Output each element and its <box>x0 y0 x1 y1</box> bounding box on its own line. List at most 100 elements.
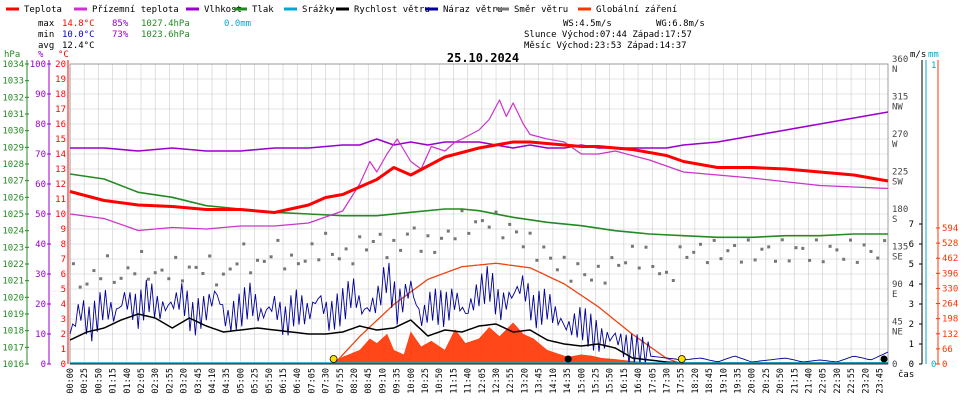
temperature-axis-label: 12 <box>55 180 66 190</box>
wind-direction-compass: W <box>892 140 898 150</box>
temperature-axis-label: 4 <box>61 300 66 310</box>
pressure-axis-label: 1021 <box>2 277 24 287</box>
radiation-label: 462 <box>942 254 958 264</box>
wind-direction-point <box>821 260 825 264</box>
wind-direction-label: 135 <box>892 243 908 253</box>
wind-direction-point <box>235 262 239 266</box>
wind-direction-point <box>126 266 130 270</box>
stats-max-pressure: 1027.4hPa <box>141 19 190 29</box>
pressure-axis-label: 1024 <box>2 227 24 237</box>
wind-direction-point <box>515 230 518 234</box>
wind-direction-point <box>310 242 314 246</box>
x-axis: 00:00 00:25 00:50 01:15 01:40 02:05 02:30 02:55… <box>66 363 914 394</box>
x-tick-label: 18:20 <box>691 368 701 394</box>
pressure-axis-label: 1026 <box>2 193 24 203</box>
humidity-unit: % <box>38 50 44 60</box>
wind-direction-point <box>99 277 103 281</box>
x-tick-label: 23:20 <box>861 368 871 394</box>
wind-direction-point <box>194 265 198 269</box>
wind-direction-point <box>685 255 689 259</box>
wind-direction-point <box>712 238 716 242</box>
wind-direction-point <box>746 238 750 242</box>
wind-direction-point <box>658 272 662 276</box>
wind-direction-point <box>167 277 171 281</box>
wind-direction-compass: S <box>892 215 897 225</box>
x-tick-label: 00:00 <box>66 368 76 394</box>
wind-direction-point <box>365 248 368 252</box>
stats-min-humidity: 73% <box>112 30 129 40</box>
wind-direction-point <box>671 279 675 282</box>
wind-direction-label: 180 <box>892 205 908 215</box>
wind-direction-point <box>146 277 150 281</box>
wind-direction-point <box>78 285 82 289</box>
wind-direction-point <box>549 256 553 260</box>
temperature-axis-label: 6 <box>61 270 66 280</box>
wind-direction-point <box>494 210 498 214</box>
pressure-axis-label: 1018 <box>2 327 24 337</box>
legend-label: Srážky <box>302 5 335 15</box>
humidity-axis-label: 40 <box>35 240 46 250</box>
wind-direction-point <box>651 265 655 268</box>
wind-direction-point <box>637 266 641 270</box>
temperature-axis-label: 17 <box>55 105 66 115</box>
radiation-label: 0 <box>942 360 947 370</box>
wind-direction-point <box>371 240 375 243</box>
wind-speed-label: 7 <box>909 220 914 230</box>
pressure-axis-label: 1028 <box>2 160 24 170</box>
x-tick-label: 12:05 <box>478 368 488 394</box>
wind-direction-compass: NW <box>892 103 903 113</box>
x-tick-label: 10:25 <box>421 368 431 394</box>
wind-direction-point <box>426 234 430 238</box>
pressure-axis-label: 1029 <box>2 143 24 153</box>
wind-direction-point <box>453 237 457 241</box>
stats-avg-label: avg <box>38 41 54 51</box>
x-tick-label: 00:25 <box>80 368 90 394</box>
wind-speed-label: 0 <box>909 360 914 370</box>
humidity-axis-label: 0 <box>41 360 46 370</box>
wind-direction-compass: SW <box>892 178 903 188</box>
wind-direction-compass: N <box>892 65 897 75</box>
x-tick-label: 21:40 <box>805 368 815 394</box>
legend-label: Vlhkost <box>204 5 242 15</box>
stats-max-rain: 0.0mm <box>224 19 251 29</box>
wind-direction-point <box>405 232 409 236</box>
legend-label: Směr větru <box>514 5 568 15</box>
temperature-axis-label: 20 <box>55 60 66 70</box>
wind-direction-point <box>603 281 607 285</box>
humidity-axis-label: 80 <box>35 120 46 130</box>
wind-direction-point <box>303 259 307 263</box>
wind-direction-label: 315 <box>892 93 908 103</box>
x-tick-label: 16:15 <box>620 368 630 394</box>
moon-times: Měsíc Východ:23:53 Západ:14:37 <box>524 41 687 51</box>
temperature-axis-label: 16 <box>55 120 66 130</box>
wind-direction-point <box>256 258 259 262</box>
wind-direction-label: 225 <box>892 168 908 178</box>
axes: hPa% °C m/s mm10161017101810191020102110221… <box>2 50 958 370</box>
x-tick-label: 12:55 <box>506 368 516 394</box>
wind-direction-point <box>269 255 273 259</box>
wind-direction-point <box>446 229 450 233</box>
wind-direction-point <box>849 238 852 242</box>
wind-direction-point <box>705 261 709 265</box>
wind-direction-point <box>842 257 846 261</box>
wind-direction-point <box>630 244 634 248</box>
wind-direction-point <box>228 267 232 271</box>
wind-direction-point <box>262 259 266 263</box>
x-tick-label: 03:45 <box>194 368 204 394</box>
radiation-label: 264 <box>942 300 958 310</box>
x-tick-label: 22:55 <box>847 368 857 394</box>
wind-direction-point <box>699 242 702 246</box>
wind-direction-point <box>140 250 144 253</box>
wind-direction-point <box>385 256 389 260</box>
wind-direction-point <box>474 220 478 224</box>
wind-direction-compass: NE <box>892 328 903 338</box>
wind-speed-label: 2 <box>909 320 914 330</box>
sun-times: Slunce Východ:07:44 Západ:17:57 <box>524 30 692 40</box>
wind-direction-point <box>242 242 246 246</box>
wind-direction-point <box>583 273 587 277</box>
sunset-marker <box>677 355 686 363</box>
wind-direction-point <box>106 254 109 258</box>
wind-direction-point <box>835 248 839 252</box>
temperature-axis-label: 13 <box>55 165 66 175</box>
humidity-axis-label: 90 <box>35 90 46 100</box>
